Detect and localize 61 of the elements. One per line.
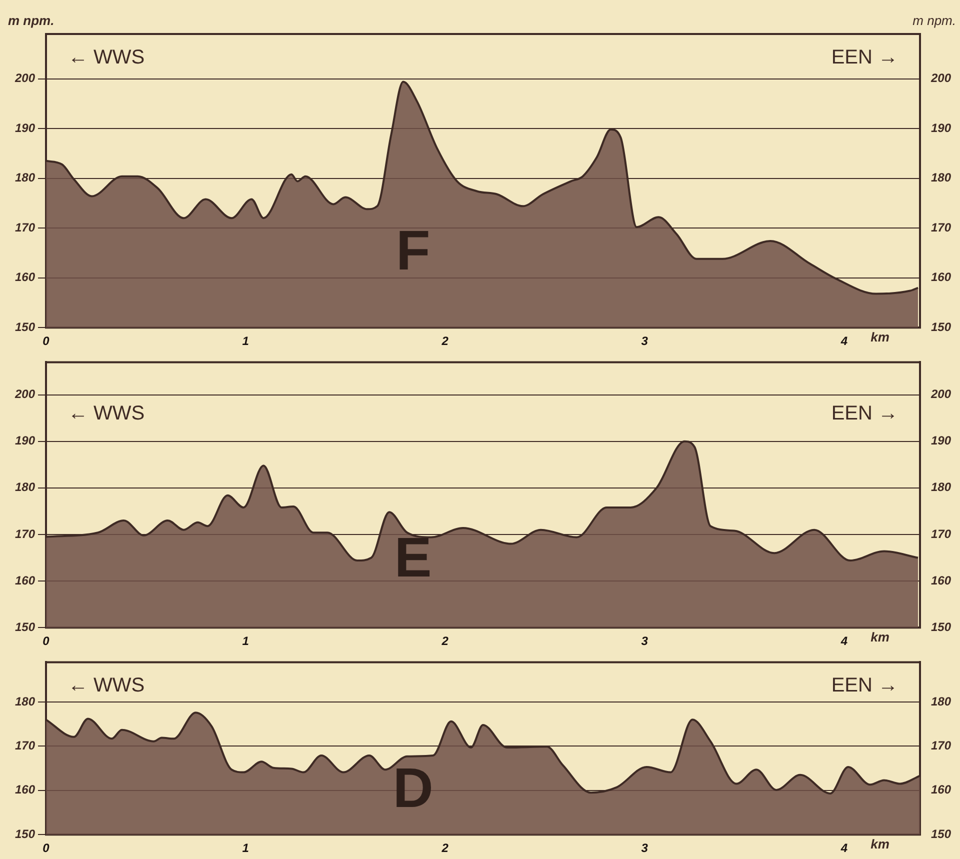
- y2-tick-label: 180: [931, 694, 952, 708]
- y2-tick-label: 200: [930, 387, 952, 402]
- x-tick-label: 2: [440, 634, 449, 648]
- x-tick-label: 0: [42, 634, 50, 648]
- y-tick-label: 160: [14, 782, 36, 797]
- y2-tick-label: 170: [931, 738, 952, 752]
- annotation: EEN →: [831, 46, 898, 69]
- y-tick-label: 170: [14, 220, 36, 234]
- x-tick-label: 4: [840, 334, 848, 348]
- y-tick-label: 170: [14, 738, 36, 752]
- y2-tick-label: 150: [931, 320, 952, 334]
- x-tick-label: 4: [840, 841, 848, 856]
- annotation: ← WWS: [68, 402, 145, 425]
- y-tick-label: 170: [14, 526, 36, 541]
- x-tick-label: 4: [840, 634, 848, 648]
- annotation: EEN →: [831, 402, 898, 425]
- y-tick-label: 150: [14, 826, 36, 841]
- y2-tick-label: 180: [931, 480, 952, 494]
- x-tick-label: 1: [242, 334, 250, 348]
- y2-tick-label: 160: [931, 782, 952, 797]
- x-axis-title: km: [870, 630, 890, 645]
- y2-tick-label: 190: [931, 434, 952, 448]
- x-axis-title: km: [870, 330, 890, 345]
- y2-tick-label: 150: [931, 826, 952, 841]
- y2-tick-label: 170: [931, 526, 952, 541]
- y-tick-label: 160: [14, 270, 36, 284]
- x-tick-label: 2: [440, 334, 449, 348]
- x-axis-title: km: [870, 836, 890, 852]
- y-tick-label: 180: [14, 694, 36, 708]
- y-tick-label: 200: [14, 387, 36, 402]
- y-axis-title: m npm.: [8, 13, 54, 28]
- y2-tick-label: 170: [931, 220, 952, 234]
- x-tick-label: 0: [42, 841, 50, 856]
- y-tick-label: 150: [14, 320, 36, 334]
- y-tick-label: 160: [14, 573, 36, 588]
- annotation: D: [392, 756, 434, 819]
- annotation: EEN →: [831, 674, 898, 697]
- x-tick-label: 3: [641, 634, 648, 648]
- x-tick-label: 1: [242, 634, 250, 648]
- y2-tick-label: 160: [931, 270, 952, 284]
- x-tick-label: 2: [440, 841, 449, 856]
- annotation: ← WWS: [68, 674, 145, 697]
- y-tick-label: 150: [14, 620, 36, 634]
- y-tick-label: 190: [14, 434, 36, 448]
- y2-tick-label: 160: [931, 573, 952, 588]
- y2-tick-label: 200: [930, 71, 952, 86]
- y-tick-label: 190: [14, 120, 36, 135]
- annotation: ← WWS: [68, 46, 145, 69]
- y-tick-label: 200: [14, 71, 36, 86]
- annotation: E: [394, 526, 432, 589]
- y2-axis-title: m npm.: [912, 13, 956, 28]
- y-tick-label: 180: [14, 480, 36, 494]
- x-tick-label: 3: [641, 334, 648, 348]
- x-tick-label: 3: [641, 841, 648, 856]
- x-tick-label: 0: [42, 334, 50, 348]
- y2-tick-label: 150: [931, 620, 952, 634]
- y2-tick-label: 190: [931, 120, 952, 135]
- y2-tick-label: 180: [931, 170, 952, 185]
- y-tick-label: 180: [14, 170, 36, 185]
- annotation: F: [396, 218, 430, 282]
- x-tick-label: 1: [242, 841, 250, 856]
